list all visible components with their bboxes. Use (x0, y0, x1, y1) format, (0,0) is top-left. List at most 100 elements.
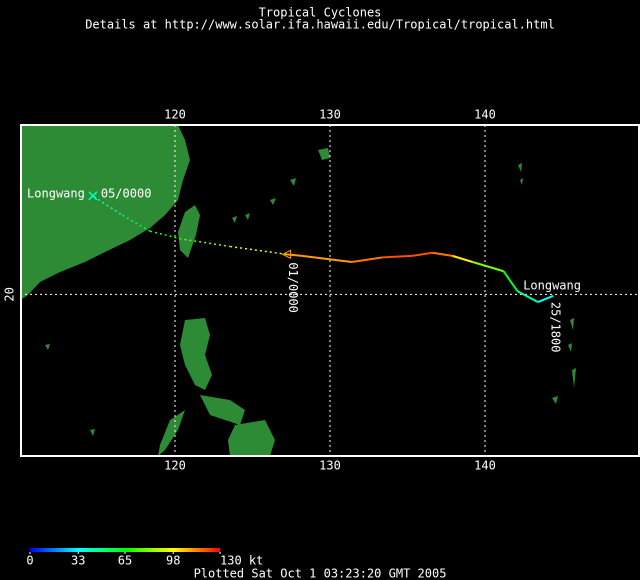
lon-label: 130 (319, 459, 341, 473)
colorbar-swatch (78, 548, 81, 552)
colorbar-swatch (194, 548, 197, 552)
colorbar-label: 98 (166, 554, 180, 568)
colorbar-swatch (42, 548, 45, 552)
footer: Plotted Sat Oct 1 03:23:20 GMT 2005 (194, 567, 447, 580)
colorbar-swatch (48, 548, 51, 552)
colorbar-swatch (106, 548, 109, 552)
colorbar-swatch (84, 548, 87, 552)
colorbar-swatch (196, 548, 199, 552)
colorbar-swatch (154, 548, 157, 552)
palawan (158, 410, 185, 456)
storm-name: Longwang (27, 186, 85, 200)
mindanao (228, 420, 275, 456)
colorbar-swatch (150, 548, 153, 552)
colorbar-swatch (214, 548, 217, 552)
track-segment (120, 213, 151, 232)
lon-label: 140 (474, 459, 496, 473)
colorbar-swatch (198, 548, 201, 552)
colorbar-swatch (170, 548, 173, 552)
colorbar-swatch (136, 548, 139, 552)
colorbar-swatch (98, 548, 101, 552)
lon-label: 140 (474, 108, 496, 122)
track-segment (230, 245, 287, 256)
colorbar-swatch (58, 548, 61, 552)
colorbar-swatch (110, 548, 113, 552)
colorbar-swatch (130, 548, 133, 552)
colorbar-swatch (66, 548, 69, 552)
colorbar-swatch (148, 548, 151, 552)
end-marker (88, 191, 98, 201)
colorbar-swatch (200, 548, 203, 552)
colorbar-swatch (30, 548, 33, 552)
colorbar-swatch (102, 548, 105, 552)
colorbar-swatch (176, 548, 179, 552)
colorbar-label: 33 (71, 554, 85, 568)
colorbar-swatch (72, 548, 75, 552)
colorbar-swatch (210, 548, 213, 552)
colorbar-swatch (180, 548, 183, 552)
colorbar-swatch (172, 548, 175, 552)
track-segment (432, 251, 453, 257)
lon-label: 120 (164, 108, 186, 122)
colorbar-swatch (88, 548, 91, 552)
colorbar-swatch (40, 548, 43, 552)
track-segment (502, 270, 519, 292)
colorbar-swatch (118, 548, 121, 552)
track: Longwang 25/1800 01/0000 Longwang 05/0000 (27, 186, 581, 352)
colorbar-swatch (76, 548, 79, 552)
colorbar-swatch (52, 548, 55, 552)
track-segment (537, 294, 554, 303)
colorbar-swatch (204, 548, 207, 552)
colorbar-swatch (34, 548, 37, 552)
position-marker (281, 249, 292, 260)
colorbar-swatch (64, 548, 67, 552)
colorbar-swatch (100, 548, 103, 552)
colorbar-swatch (178, 548, 181, 552)
colorbar-label: 65 (118, 554, 132, 568)
colorbar-swatch (160, 548, 163, 552)
colorbar-swatch (162, 548, 165, 552)
colorbar-swatch (104, 548, 107, 552)
colorbar-swatch (182, 548, 185, 552)
colorbar-swatch (128, 548, 131, 552)
colorbar-swatch (174, 548, 177, 552)
colorbar-swatch (144, 548, 147, 552)
colorbar-swatch (152, 548, 155, 552)
colorbar-swatch (212, 548, 215, 552)
colorbar-swatch (156, 548, 159, 552)
colorbar-swatch (184, 548, 187, 552)
colorbar: 0 33 65 98 130 kt (26, 548, 263, 568)
colorbar-swatch (218, 548, 221, 552)
lon-label: 130 (319, 108, 341, 122)
track-segment (92, 195, 122, 215)
colorbar-swatch (134, 548, 137, 552)
colorbar-swatch (122, 548, 125, 552)
colorbar-swatch (146, 548, 149, 552)
colorbar-swatch (208, 548, 211, 552)
colorbar-label: 0 (26, 554, 33, 568)
taiwan (178, 205, 200, 258)
visayas (200, 395, 245, 425)
colorbar-swatch (92, 548, 95, 552)
colorbar-swatch (140, 548, 143, 552)
colorbar-swatch (166, 548, 169, 552)
colorbar-label: 130 kt (220, 554, 263, 568)
colorbar-swatch (192, 548, 195, 552)
track-segment (286, 253, 303, 257)
colorbar-swatch (190, 548, 193, 552)
lat-label: 20 (3, 287, 17, 301)
colorbar-swatch (56, 548, 59, 552)
colorbar-swatch (90, 548, 93, 552)
colorbar-swatch (94, 548, 97, 552)
colorbar-swatch (68, 548, 71, 552)
marker-time: 01/0000 (286, 262, 300, 313)
colorbar-swatch (216, 548, 219, 552)
colorbar-swatch (80, 548, 83, 552)
colorbar-swatch (188, 548, 191, 552)
track-segment (150, 230, 182, 240)
lon-label: 120 (164, 459, 186, 473)
start-time: 25/1800 (549, 302, 563, 353)
colorbar-swatch (74, 548, 77, 552)
colorbar-swatch (120, 548, 123, 552)
